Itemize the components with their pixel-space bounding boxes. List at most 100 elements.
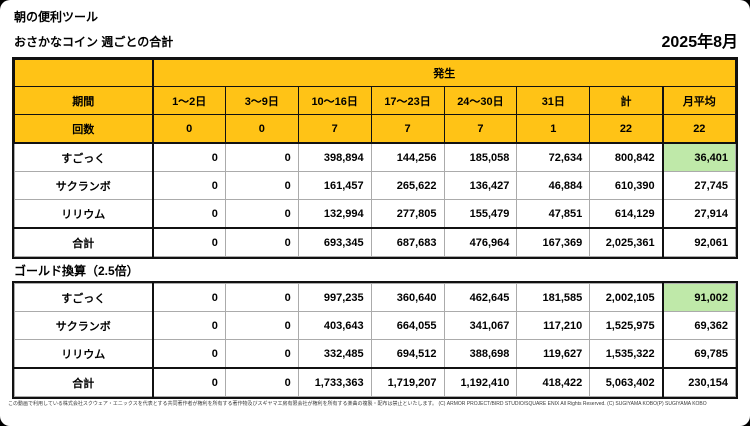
table-row: リリウム 0 0 332,485 694,512 388,698 119,627… bbox=[14, 339, 736, 369]
day-header-cell: 24～30日 bbox=[443, 86, 518, 115]
row-label-cell: サクランボ bbox=[14, 311, 154, 340]
total-header-cell: 計 bbox=[589, 86, 664, 115]
value-cell: 92,061 bbox=[661, 227, 736, 257]
row-label-cell: リリウム bbox=[14, 199, 154, 229]
value-cell: 47,851 bbox=[516, 199, 591, 229]
value-cell: 167,369 bbox=[516, 227, 591, 257]
count-label-cell: 回数 bbox=[14, 114, 154, 144]
period-label-cell: 期間 bbox=[14, 86, 154, 115]
value-cell: 230,154 bbox=[661, 367, 736, 397]
value-cell: 72,634 bbox=[516, 142, 591, 172]
value-cell: 69,785 bbox=[661, 339, 736, 369]
period-header-row: 期間 1～2日 3～9日 10～16日 17～23日 24～30日 31日 計 … bbox=[14, 86, 736, 115]
value-cell: 2,002,105 bbox=[589, 283, 664, 312]
value-cell: 687,683 bbox=[370, 227, 445, 257]
value-cell: 0 bbox=[152, 227, 226, 257]
value-cell: 181,585 bbox=[516, 283, 591, 312]
gold-table: すごっく 0 0 997,235 360,640 462,645 181,585… bbox=[12, 281, 738, 399]
value-cell: 388,698 bbox=[443, 339, 518, 369]
row-label-cell: すごっく bbox=[14, 283, 154, 312]
row-label-cell: すごっく bbox=[14, 142, 154, 172]
count-cell: 22 bbox=[589, 114, 664, 144]
value-cell: 0 bbox=[224, 227, 299, 257]
value-cell: 0 bbox=[224, 142, 299, 172]
value-cell: 398,894 bbox=[297, 142, 372, 172]
value-cell: 0 bbox=[224, 339, 299, 369]
value-cell: 1,719,207 bbox=[370, 367, 445, 397]
page-title: 朝の便利ツール bbox=[14, 10, 99, 24]
value-cell: 418,422 bbox=[516, 367, 591, 397]
day-header-cell: 31日 bbox=[516, 86, 591, 115]
table-row: すごっく 0 0 997,235 360,640 462,645 181,585… bbox=[14, 283, 736, 312]
value-cell: 693,345 bbox=[297, 227, 372, 257]
value-cell: 27,914 bbox=[661, 199, 736, 229]
value-cell: 27,745 bbox=[661, 171, 736, 200]
value-cell: 46,884 bbox=[516, 171, 591, 200]
highlighted-value-cell: 36,401 bbox=[661, 142, 736, 172]
total-row: 合計 0 0 693,345 687,683 476,964 167,369 2… bbox=[14, 227, 736, 257]
value-cell: 462,645 bbox=[443, 283, 518, 312]
row-label-cell: サクランボ bbox=[14, 171, 154, 200]
value-cell: 132,994 bbox=[297, 199, 372, 229]
table-row: すごっく 0 0 398,894 144,256 185,058 72,634 … bbox=[14, 142, 736, 172]
value-cell: 119,627 bbox=[516, 339, 591, 369]
monthly-avg-header-cell: 月平均 bbox=[661, 86, 736, 115]
value-cell: 0 bbox=[224, 283, 299, 312]
table-row: リリウム 0 0 132,994 277,805 155,479 47,851 … bbox=[14, 199, 736, 229]
day-header-cell: 10～16日 bbox=[297, 86, 372, 115]
value-cell: 476,964 bbox=[443, 227, 518, 257]
value-cell: 360,640 bbox=[370, 283, 445, 312]
value-cell: 144,256 bbox=[370, 142, 445, 172]
value-cell: 0 bbox=[152, 171, 226, 200]
value-cell: 610,390 bbox=[589, 171, 664, 200]
table-row: サクランボ 0 0 161,457 265,622 136,427 46,884… bbox=[14, 171, 736, 200]
group-header-row: 発生 bbox=[14, 59, 736, 87]
count-cell: 0 bbox=[152, 114, 226, 144]
value-cell: 0 bbox=[152, 283, 226, 312]
count-cell: 7 bbox=[443, 114, 518, 144]
value-cell: 69,362 bbox=[661, 311, 736, 340]
value-cell: 341,067 bbox=[443, 311, 518, 340]
value-cell: 5,063,402 bbox=[589, 367, 664, 397]
day-header-cell: 3～9日 bbox=[224, 86, 299, 115]
gold-section-title: ゴールド換算（2.5倍） bbox=[14, 264, 139, 278]
row-label-cell: リリウム bbox=[14, 339, 154, 369]
value-cell: 136,427 bbox=[443, 171, 518, 200]
count-cell: 22 bbox=[661, 114, 736, 144]
value-cell: 800,842 bbox=[589, 142, 664, 172]
count-row: 回数 0 0 7 7 7 1 22 22 bbox=[14, 114, 736, 144]
value-cell: 277,805 bbox=[370, 199, 445, 229]
count-cell: 7 bbox=[297, 114, 372, 144]
day-header-cell: 1～2日 bbox=[152, 86, 226, 115]
value-cell: 2,025,361 bbox=[589, 227, 664, 257]
table-subtitle: おさかなコイン 週ごとの合計 bbox=[14, 35, 174, 49]
value-cell: 664,055 bbox=[370, 311, 445, 340]
value-cell: 155,479 bbox=[443, 199, 518, 229]
value-cell: 117,210 bbox=[516, 311, 591, 340]
value-cell: 1,525,975 bbox=[589, 311, 664, 340]
value-cell: 265,622 bbox=[370, 171, 445, 200]
value-cell: 0 bbox=[224, 171, 299, 200]
day-header-cell: 17～23日 bbox=[370, 86, 445, 115]
count-cell: 1 bbox=[516, 114, 591, 144]
row-label-cell: 合計 bbox=[14, 367, 154, 397]
value-cell: 0 bbox=[152, 367, 226, 397]
value-cell: 1,733,363 bbox=[297, 367, 372, 397]
count-cell: 0 bbox=[224, 114, 299, 144]
month-label: 2025年8月 bbox=[661, 34, 739, 51]
value-cell: 0 bbox=[152, 311, 226, 340]
value-cell: 614,129 bbox=[589, 199, 664, 229]
value-cell: 0 bbox=[152, 339, 226, 369]
value-cell: 185,058 bbox=[443, 142, 518, 172]
value-cell: 0 bbox=[224, 199, 299, 229]
total-row: 合計 0 0 1,733,363 1,719,207 1,192,410 418… bbox=[14, 367, 736, 397]
value-cell: 403,643 bbox=[297, 311, 372, 340]
value-cell: 694,512 bbox=[370, 339, 445, 369]
value-cell: 0 bbox=[224, 311, 299, 340]
coin-table: 発生 期間 1～2日 3～9日 10～16日 17～23日 24～30日 31日… bbox=[12, 57, 738, 259]
value-cell: 997,235 bbox=[297, 283, 372, 312]
value-cell: 0 bbox=[152, 142, 226, 172]
group-header-cell: 発生 bbox=[152, 59, 736, 87]
corner-cell bbox=[14, 59, 154, 87]
